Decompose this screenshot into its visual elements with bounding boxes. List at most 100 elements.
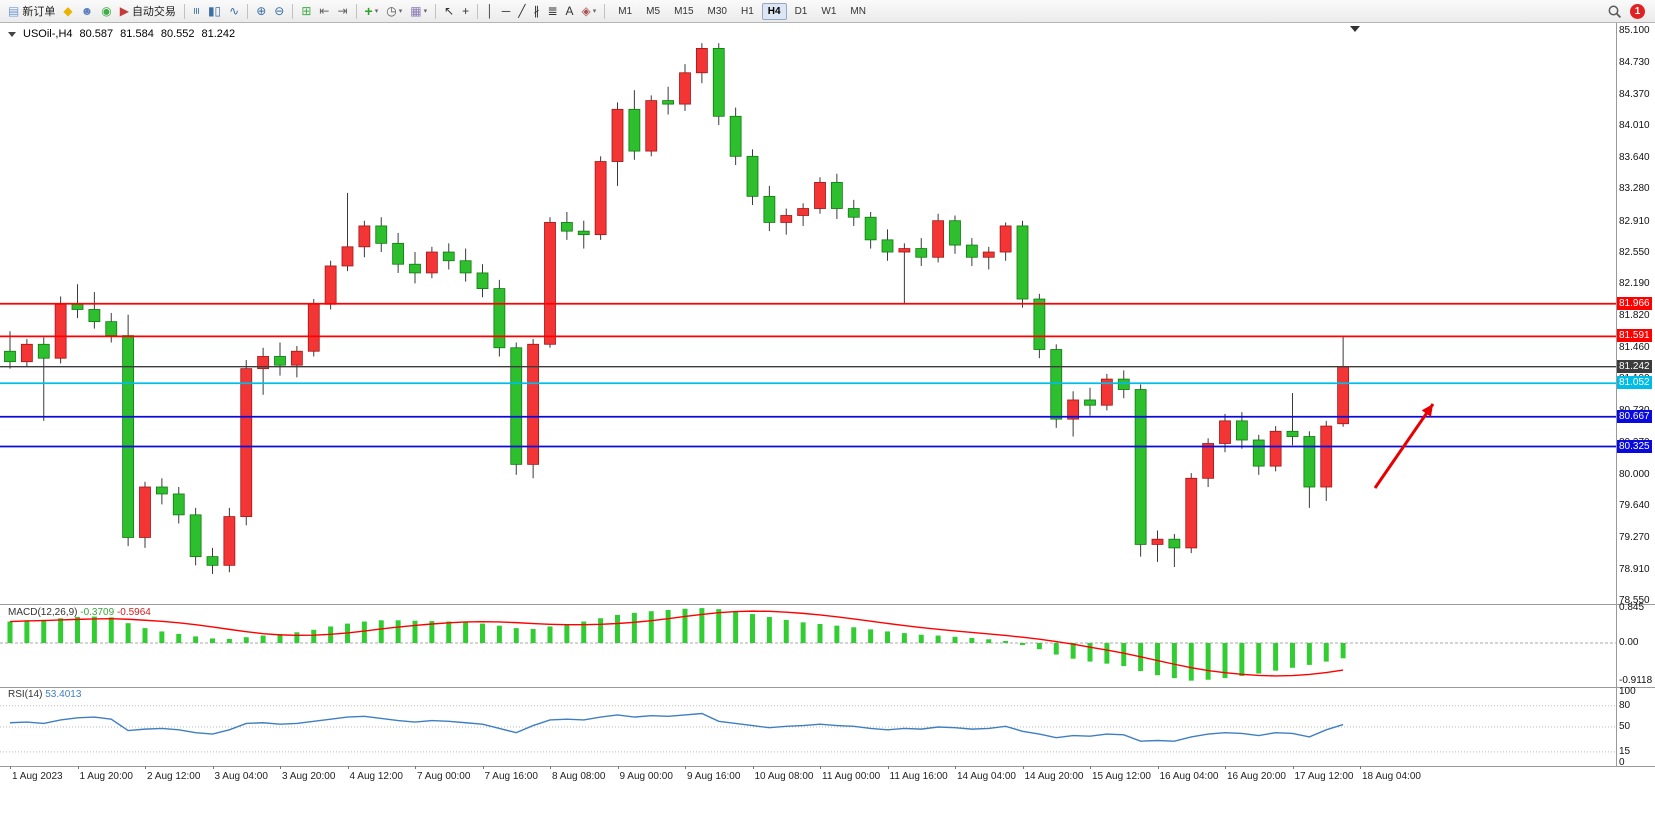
time-tick xyxy=(77,766,79,769)
candle-body xyxy=(155,486,168,495)
indicators-button[interactable]: + ▾ xyxy=(362,2,382,21)
candle-body xyxy=(594,161,607,236)
candle-body xyxy=(54,303,67,359)
candle-body xyxy=(1151,538,1164,545)
timeframe-button-mn[interactable]: MN xyxy=(850,5,866,17)
text-label-icon[interactable]: A xyxy=(563,2,577,21)
crosshair-icon[interactable]: + xyxy=(459,2,472,21)
fibonacci-icon[interactable]: ≣ xyxy=(544,2,560,21)
timeframe-button-m30[interactable]: M30 xyxy=(707,5,727,17)
line-chart-icon[interactable]: ∿ xyxy=(226,2,242,21)
price-chart-canvas[interactable] xyxy=(0,23,1616,604)
chart-menu-arrow-icon[interactable] xyxy=(8,31,16,37)
price-line-badge: 81.052 xyxy=(1617,376,1652,390)
candle-body xyxy=(1134,389,1147,545)
axis-date-label: 3 Aug 04:00 xyxy=(214,771,268,782)
timeframe-button-m5[interactable]: M5 xyxy=(646,5,661,17)
axis-date-label: 18 Aug 04:00 xyxy=(1362,771,1421,782)
candle-body xyxy=(1168,538,1181,549)
panel-separator[interactable] xyxy=(0,687,1655,688)
chart-shift-icon[interactable]: ⇥ xyxy=(334,2,350,21)
time-axis[interactable]: 1 Aug 2023 1 Aug 20:00 2 Aug 12:00 3 Aug 04… xyxy=(0,766,1655,788)
macd-indicator-label: MACD(12,26,9) -0.3709 -0.5964 xyxy=(8,607,151,618)
fibonacci-icon-glyph: ≣ xyxy=(547,4,558,18)
trend-arrow[interactable] xyxy=(1373,403,1435,489)
candle-body xyxy=(645,100,658,152)
accounts-icon[interactable]: ☻ xyxy=(78,2,97,21)
candle-body xyxy=(881,239,894,253)
timeframe-button-m15[interactable]: M15 xyxy=(674,5,694,17)
trendline-icon[interactable]: ╱ xyxy=(515,2,528,21)
zoom-in-icon[interactable]: ⊕ xyxy=(253,2,269,21)
candlestick-chart-icon[interactable]: ▮▯ xyxy=(205,2,224,21)
time-tick xyxy=(752,766,754,769)
panel-separator[interactable] xyxy=(0,604,1655,605)
candle-body xyxy=(847,208,860,218)
timeframe-group: M1 M5 M15 M30 H1 H4 D1 W1 MN xyxy=(611,2,873,20)
dropdown-caret-icon: ▾ xyxy=(398,8,403,15)
time-tick xyxy=(1022,766,1024,769)
auto-scroll-icon[interactable]: ⇤ xyxy=(316,2,332,21)
time-tick xyxy=(1090,766,1091,769)
equidistant-channel-icon[interactable]: ∦ xyxy=(530,2,542,21)
vertical-line-icon[interactable]: │ xyxy=(483,2,497,21)
candle-body xyxy=(71,303,84,310)
cursor-icon[interactable]: ↖ xyxy=(441,2,457,21)
candle-body xyxy=(392,242,405,265)
chart-shift-marker-icon[interactable] xyxy=(1350,26,1360,32)
bar-chart-icon-glyph: ≡ xyxy=(189,7,204,15)
candle-body xyxy=(932,220,945,258)
trend-arrow-shaft[interactable] xyxy=(1373,403,1435,489)
market-watch-icon[interactable]: ◉ xyxy=(98,2,114,21)
tile-windows-icon[interactable]: ⊞ xyxy=(298,2,314,21)
arrows-glyph: ◈ xyxy=(581,4,591,18)
indicators-glyph: + xyxy=(364,3,373,19)
candle-body xyxy=(544,222,556,345)
candle-body xyxy=(206,556,219,566)
timeframe-button-d1[interactable]: D1 xyxy=(794,5,808,17)
zoom-out-icon[interactable]: ⊖ xyxy=(271,2,287,21)
axis-price-label: 0.845 xyxy=(1619,602,1645,614)
axis-date-label: 2 Aug 12:00 xyxy=(147,771,201,782)
macd-panel-canvas[interactable] xyxy=(0,605,1616,686)
new-order-button[interactable]: ▤ 新订单 xyxy=(5,2,58,21)
timeframe-button-w1[interactable]: W1 xyxy=(821,5,837,17)
macd-name: MACD(12,26,9) xyxy=(8,607,78,618)
candle-body xyxy=(695,48,708,74)
arrows-button[interactable]: ◈ ▾ xyxy=(579,2,600,21)
candle-body xyxy=(527,343,540,465)
candle-body xyxy=(679,72,691,105)
axis-price-label: 81.460 xyxy=(1619,341,1650,353)
price-axis[interactable]: 85.100 84.730 84.370 84.010 83.640 83.280 82.9… xyxy=(1617,23,1655,768)
candle-body xyxy=(274,356,286,366)
candle-body xyxy=(341,246,354,267)
rsi-panel-canvas[interactable] xyxy=(0,688,1616,765)
candle-body xyxy=(37,343,50,359)
templates-button[interactable]: ▦ ▾ xyxy=(407,2,430,21)
axis-price-label: 82.910 xyxy=(1619,215,1650,227)
candle-body xyxy=(1337,366,1350,425)
horizontal-line-icon[interactable]: ─ xyxy=(499,2,514,21)
time-tick xyxy=(482,766,484,769)
periods-button[interactable]: ◷ ▾ xyxy=(383,2,405,21)
price-line-badge: 81.591 xyxy=(1617,329,1652,343)
autotrading-button[interactable]: ▶ 自动交易 xyxy=(117,2,179,21)
axis-price-label: 84.010 xyxy=(1619,119,1650,131)
chart-wizard-icon[interactable]: ◆ xyxy=(60,2,75,21)
candle-body xyxy=(1269,430,1282,467)
timeframe-button-h4[interactable]: H4 xyxy=(761,2,787,20)
timeframe-button-h1[interactable]: H1 xyxy=(740,5,754,17)
candle-body xyxy=(493,288,506,349)
trend-arrow-head[interactable] xyxy=(1421,404,1433,417)
candle-body xyxy=(1016,225,1029,300)
timeframe-button-m1[interactable]: M1 xyxy=(618,5,633,17)
chart-window[interactable]: USOil-,H4 80.587 81.584 80.552 81.242 MA… xyxy=(0,23,1655,832)
bar-chart-icon[interactable]: ≡ xyxy=(189,2,204,21)
search-icon[interactable] xyxy=(1607,4,1622,19)
candle-body xyxy=(949,220,961,246)
notification-badge[interactable]: 1 xyxy=(1630,3,1645,19)
candle-body xyxy=(122,335,135,538)
candle-body xyxy=(290,350,303,366)
candle-body xyxy=(172,493,185,516)
candle-body xyxy=(324,265,337,305)
